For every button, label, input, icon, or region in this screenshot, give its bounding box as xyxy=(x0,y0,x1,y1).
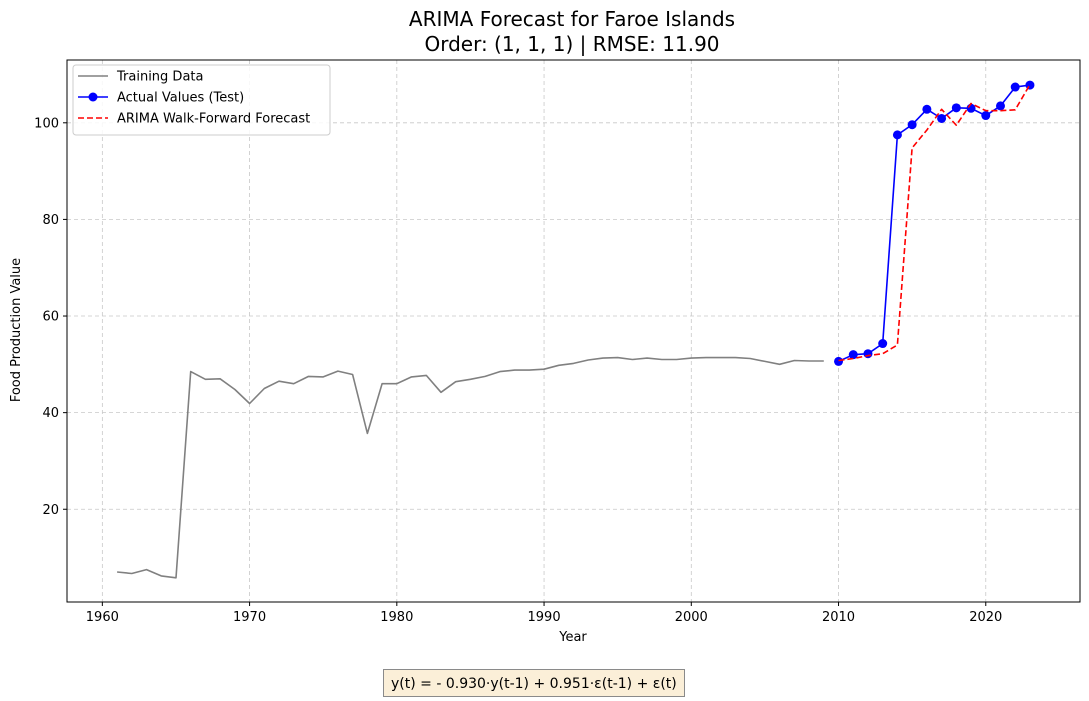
series-line-0 xyxy=(117,356,824,579)
data-point xyxy=(863,349,873,359)
data-point xyxy=(995,101,1005,111)
y-tick-label: 60 xyxy=(42,310,59,325)
y-tick-label: 80 xyxy=(42,213,59,228)
data-point xyxy=(951,103,961,113)
data-point xyxy=(1025,80,1035,90)
legend-box xyxy=(72,64,331,136)
plot-frame xyxy=(66,59,1081,603)
data-point xyxy=(892,130,902,140)
legend: Training Data Actual Values (Test) ARIMA W… xyxy=(72,64,331,136)
data-point xyxy=(981,111,991,121)
series-line-2 xyxy=(838,84,1031,362)
data-point xyxy=(937,113,947,123)
data-point xyxy=(878,339,888,349)
data-point xyxy=(834,356,844,366)
y-axis-label: Food Production Value xyxy=(9,258,24,402)
x-tick-label: 1990 xyxy=(528,610,561,625)
legend-label: Training Data xyxy=(116,70,203,85)
legend-label: ARIMA Walk-Forward Forecast xyxy=(117,112,310,127)
series-line-1 xyxy=(838,84,1031,363)
x-tick-label: 2010 xyxy=(822,610,855,625)
series-layer xyxy=(117,80,1035,579)
x-tick-label: 1960 xyxy=(86,610,119,625)
x-tick-label: 1980 xyxy=(380,610,413,625)
legend-marker xyxy=(88,92,98,102)
chart-title-line-1: ARIMA Forecast for Faroe Islands xyxy=(409,7,735,31)
grid xyxy=(67,60,1080,602)
y-tick-label: 100 xyxy=(34,116,59,131)
x-tick-label: 2000 xyxy=(675,610,708,625)
y-tick-label: 20 xyxy=(42,503,59,518)
x-axis-label: Year xyxy=(558,630,587,645)
data-point xyxy=(848,350,858,360)
data-point xyxy=(922,104,932,114)
y-tick-label: 40 xyxy=(42,406,59,421)
x-tick-label: 2020 xyxy=(969,610,1002,625)
model-equation: y(t) = - 0.930·y(t-1) + 0.951·ε(t-1) + ε… xyxy=(383,669,685,697)
legend-label: Actual Values (Test) xyxy=(117,91,244,106)
data-point xyxy=(907,120,917,130)
data-point xyxy=(966,103,976,113)
data-point xyxy=(1010,82,1020,92)
chart-title-line-2: Order: (1, 1, 1) | RMSE: 11.90 xyxy=(424,32,719,56)
x-tick-label: 1970 xyxy=(233,610,266,625)
